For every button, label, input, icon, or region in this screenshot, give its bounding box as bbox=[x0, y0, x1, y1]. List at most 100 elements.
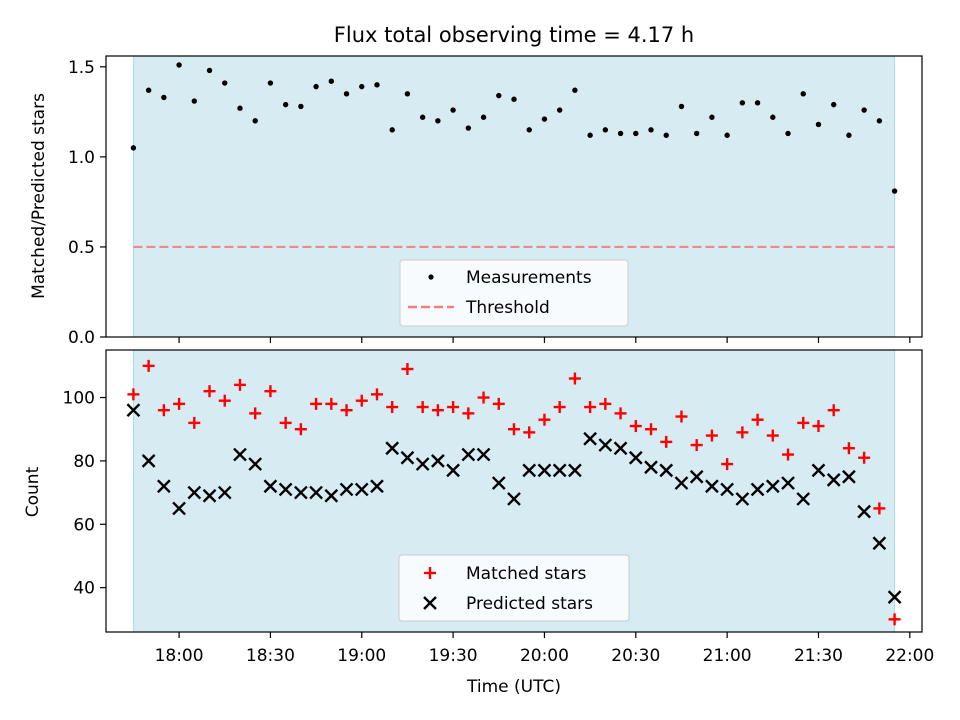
predicted-star-point bbox=[826, 473, 841, 487]
x-tick-label: 18:00 bbox=[155, 646, 204, 666]
matched-star-point bbox=[568, 372, 581, 385]
predicted-star-stroke-b bbox=[689, 469, 704, 484]
predicted-star-point bbox=[811, 463, 826, 478]
measurement-point bbox=[267, 80, 274, 86]
count-panel: 40 60 80 100 18:00 18:30 19:00 19:30 20:00 20:30 2… bbox=[63, 349, 934, 666]
predicted-star-stroke-b bbox=[354, 482, 369, 497]
measurement-point bbox=[724, 132, 730, 138]
measurement-point bbox=[161, 94, 167, 101]
top-legend: Measurements Threshold bbox=[399, 259, 629, 327]
predicted-star-point bbox=[415, 457, 430, 471]
matched-star-point bbox=[370, 388, 383, 401]
predicted-star-stroke-b bbox=[217, 485, 232, 500]
bottom-y-tick-label: 40 bbox=[73, 579, 95, 599]
legend-measurements-label: Measurements bbox=[466, 268, 592, 288]
matched-star-point bbox=[508, 423, 520, 436]
x-tick-label: 20:30 bbox=[611, 646, 660, 666]
matched-star-point bbox=[614, 407, 627, 420]
predicted-star-point bbox=[689, 469, 704, 484]
predicted-star-stroke-b bbox=[568, 463, 582, 478]
matched-star-point bbox=[157, 404, 170, 417]
predicted-star-point bbox=[872, 536, 887, 551]
matched-star-point bbox=[736, 426, 749, 439]
predicted-star-stroke-b bbox=[278, 482, 293, 497]
x-tick-label: 22:00 bbox=[885, 646, 934, 666]
measurement-point bbox=[800, 91, 806, 97]
top-axes-frame bbox=[105, 55, 923, 338]
x-axis-label: Time (UTC) bbox=[466, 677, 561, 697]
predicted-star-point bbox=[476, 447, 491, 462]
predicted-star-stroke-b bbox=[842, 469, 856, 484]
predicted-star-point bbox=[491, 476, 506, 490]
legend-threshold-label: Threshold bbox=[465, 298, 550, 318]
predicted-star-stroke-b bbox=[461, 447, 476, 462]
matched-star-point bbox=[599, 397, 612, 410]
matched-star-point bbox=[751, 413, 764, 426]
predicted-star-stroke-b bbox=[537, 463, 552, 478]
legend-predicted-marker bbox=[423, 596, 437, 610]
predicted-star-point bbox=[294, 485, 308, 500]
measurement-point bbox=[404, 91, 411, 97]
predicted-star-point bbox=[613, 441, 628, 456]
predicted-star-stroke-b bbox=[141, 454, 156, 468]
matched-star-point bbox=[797, 416, 810, 429]
matched-star-point bbox=[294, 423, 307, 436]
predicted-star-stroke-b bbox=[613, 441, 628, 456]
measurement-point bbox=[693, 130, 700, 137]
predicted-star-stroke-b bbox=[765, 479, 780, 494]
predicted-star-point bbox=[628, 450, 643, 465]
predicted-star-stroke-b bbox=[431, 454, 445, 468]
measurement-point bbox=[526, 127, 532, 133]
matched-star-point bbox=[142, 359, 155, 372]
predicted-star-point bbox=[552, 463, 567, 478]
legend-matched-marker bbox=[424, 567, 436, 579]
matched-star-point bbox=[431, 404, 444, 417]
x-tick-label: 21:00 bbox=[703, 646, 752, 666]
predicted-star-stroke-b bbox=[400, 450, 415, 465]
matched-star-point bbox=[310, 397, 323, 410]
measurement-point bbox=[252, 118, 258, 124]
top-y-axis-label: Matched/Predicted stars bbox=[29, 93, 49, 299]
predicted-star-point bbox=[400, 450, 415, 465]
predicted-star-point bbox=[278, 482, 293, 497]
measurement-point bbox=[861, 107, 867, 113]
measurement-point bbox=[450, 107, 456, 113]
predicted-star-point bbox=[537, 463, 552, 478]
predicted-star-stroke-b bbox=[507, 492, 521, 506]
predicted-star-stroke-b bbox=[781, 476, 795, 490]
measurement-point bbox=[587, 132, 593, 138]
predicted-star-stroke-b bbox=[324, 488, 339, 503]
predicted-star-point bbox=[583, 431, 597, 446]
predicted-star-stroke-b bbox=[811, 463, 826, 478]
measurement-point bbox=[191, 98, 197, 104]
predicted-star-stroke-b bbox=[887, 590, 902, 604]
predicted-star-point bbox=[248, 457, 263, 471]
matched-star-point bbox=[249, 407, 262, 420]
bottom-y-tick-label: 80 bbox=[73, 452, 95, 472]
predicted-star-stroke-b bbox=[172, 501, 186, 516]
predicted-star-stroke-b bbox=[720, 482, 734, 497]
measurement-point bbox=[617, 130, 624, 137]
measurement-point bbox=[465, 125, 472, 131]
measurement-point bbox=[739, 100, 746, 106]
matched-star-point bbox=[386, 401, 399, 414]
predicted-star-point bbox=[233, 447, 247, 462]
predicted-star-point bbox=[446, 463, 460, 478]
measurement-point bbox=[633, 130, 639, 137]
matched-star-point bbox=[812, 420, 825, 433]
predicted-star-point bbox=[598, 438, 613, 452]
measurement-point bbox=[222, 80, 228, 86]
matched-star-point bbox=[629, 420, 642, 433]
matched-star-point bbox=[721, 458, 734, 471]
predicted-star-stroke-b bbox=[628, 450, 643, 465]
bottom-y-tick-label: 60 bbox=[73, 515, 95, 535]
predicted-star-point bbox=[157, 479, 171, 494]
matched-star-point bbox=[279, 416, 292, 429]
matched-star-point bbox=[188, 416, 201, 429]
predicted-star-stroke-b bbox=[750, 482, 765, 497]
predicted-star-stroke-b bbox=[339, 482, 354, 497]
top-y-tick-label: 1.0 bbox=[68, 148, 95, 168]
predicted-star-point bbox=[187, 485, 202, 500]
bottom-y-tick-label: 100 bbox=[63, 389, 95, 409]
matched-star-point bbox=[477, 391, 490, 404]
